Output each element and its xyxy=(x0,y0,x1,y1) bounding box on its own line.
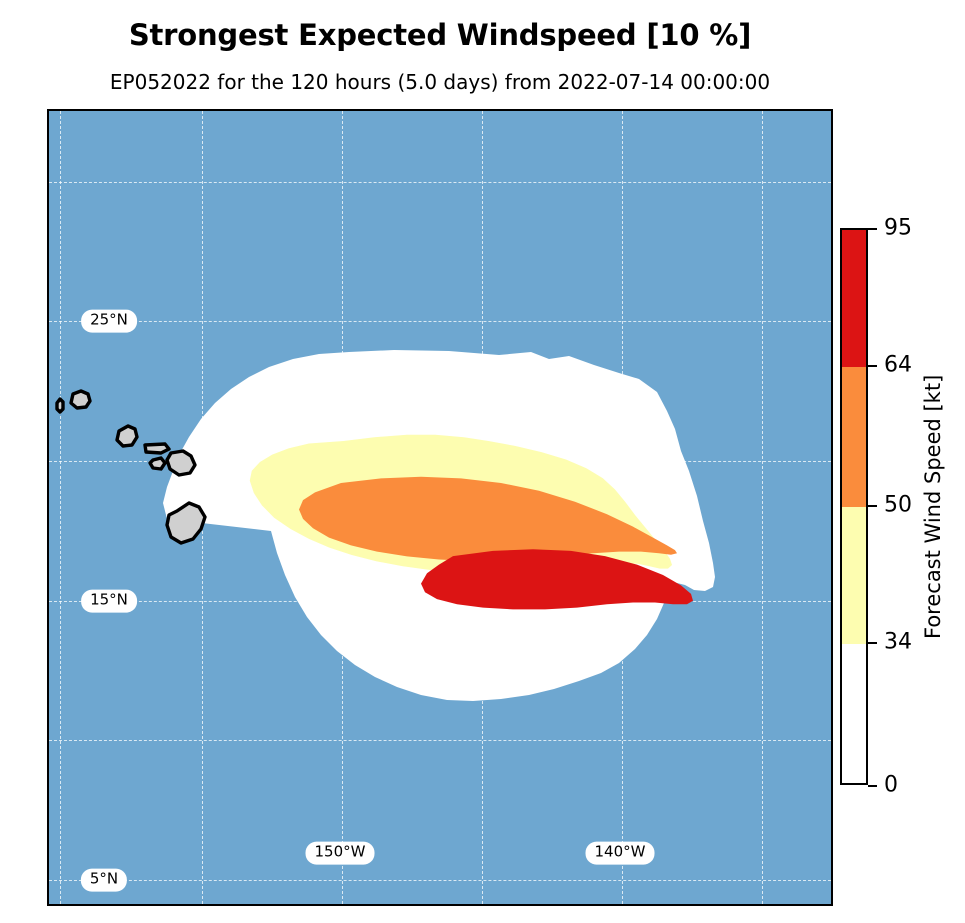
colorbar-band-34-50 xyxy=(842,507,866,644)
colorbar-tick-34 xyxy=(868,642,877,644)
colorbar-band-0-34 xyxy=(842,644,866,783)
colorbar-label-50: 50 xyxy=(884,492,912,518)
colorbar[interactable]: 95 64 50 34 0 xyxy=(840,216,912,798)
page-title: Strongest Expected Windspeed [10 %] xyxy=(128,18,752,52)
gridline-lon-130w xyxy=(762,111,763,904)
colorbar-axis-label: Forecast Wind Speed [kt] xyxy=(921,374,945,639)
gridline-lat-30n xyxy=(49,182,831,183)
colorbar-label-34: 34 xyxy=(884,629,912,655)
island-molokai xyxy=(143,442,171,455)
contour-band-64-95 xyxy=(421,549,693,610)
colorbar-label-95: 95 xyxy=(884,215,912,241)
colorbar-tick-64 xyxy=(868,365,877,367)
gridline-label-lat-15n: 15°N xyxy=(81,589,137,613)
hawaiian-islands-coastline xyxy=(55,389,207,545)
colorbar-tick-95 xyxy=(868,228,877,230)
gridline-label-lat-25n: 25°N xyxy=(81,309,137,333)
gridline-label-lon-140w: 140°W xyxy=(585,841,655,865)
gridline-label-lon-150w: 150°W xyxy=(305,841,375,865)
page-subtitle: EP052022 for the 120 hours (5.0 days) fr… xyxy=(109,70,771,94)
windspeed-contour-plume xyxy=(163,350,715,701)
gridline-lat-25n xyxy=(49,321,831,322)
colorbar-band-64-95 xyxy=(842,230,866,367)
colorbar-tick-0 xyxy=(868,785,877,787)
colorbar-gradient xyxy=(840,228,868,785)
gridline-lon-155w xyxy=(60,111,61,904)
island-maui xyxy=(165,449,197,477)
island-oahu xyxy=(115,424,139,448)
colorbar-label-0: 0 xyxy=(884,772,898,798)
colorbar-label-64: 64 xyxy=(884,352,912,378)
island-niihau xyxy=(55,397,65,414)
colorbar-band-50-64 xyxy=(842,367,866,507)
contour-band-50-64 xyxy=(299,476,677,561)
island-hawaii xyxy=(165,501,207,545)
colorbar-tick-50 xyxy=(868,505,877,507)
gridline-lat-10n xyxy=(49,740,831,741)
island-kauai xyxy=(69,389,92,410)
gridline-lat-5n xyxy=(49,880,831,881)
gridline-label-lat-5n: 5°N xyxy=(80,868,128,892)
island-lanai xyxy=(148,456,167,471)
map-canvas[interactable] xyxy=(47,109,833,906)
